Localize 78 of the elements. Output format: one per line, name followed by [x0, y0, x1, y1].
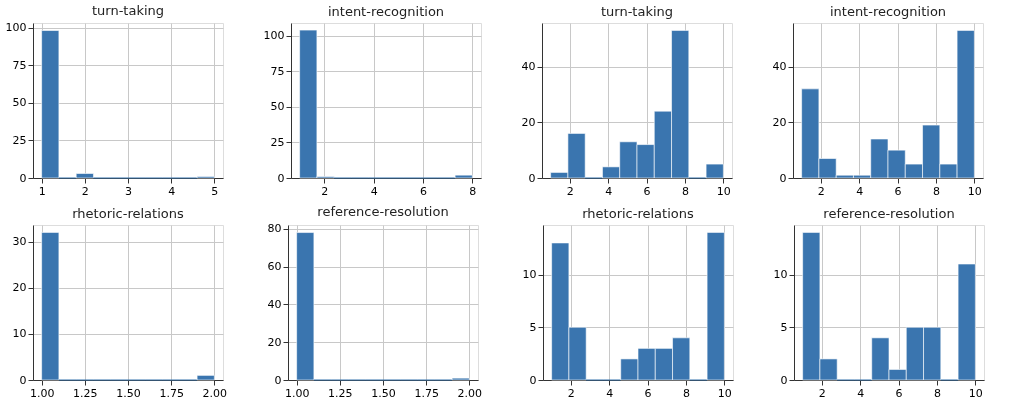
chart-title: turn-taking	[600, 4, 674, 19]
chart-title: turn-taking	[91, 2, 165, 18]
x-tick-label: 6	[895, 386, 903, 400]
y-tick-label: 0	[277, 171, 285, 185]
y-tick-label: 0	[528, 171, 536, 185]
x-tick-label: 1	[38, 184, 46, 198]
chart-title: reference-resolution	[317, 203, 449, 219]
chart-title: intent-recognition	[327, 4, 445, 19]
y-tick-label: 40	[772, 60, 787, 74]
y-tick-label: 5	[529, 320, 537, 334]
x-tick-label: 2	[321, 184, 329, 198]
x-tick-label: 2	[817, 184, 825, 198]
x-tick-label: 2	[81, 184, 89, 198]
y-tick-label: 10	[12, 327, 27, 341]
x-tick-label: 6	[643, 184, 651, 198]
chart-title: rhetoric-relations	[582, 206, 694, 221]
x-tick-label: 4	[370, 184, 378, 198]
y-tick-label: 20	[12, 281, 27, 295]
x-tick-label: 6	[894, 184, 902, 198]
x-tick-label: 10	[717, 386, 732, 400]
x-tick-label: 4	[606, 386, 614, 400]
x-tick-label: 4	[605, 184, 613, 198]
y-tick-label: 30	[12, 235, 27, 249]
x-tick-label: 1.50	[371, 386, 396, 400]
x-tick-label: 10	[968, 386, 983, 400]
x-tick-label: 4	[857, 386, 865, 400]
x-tick-label: 8	[933, 386, 941, 400]
y-tick-label: 100	[263, 29, 285, 43]
x-tick-label: 8	[682, 386, 690, 400]
x-tick-label: 4	[856, 184, 864, 198]
x-tick-label: 2	[818, 386, 826, 400]
y-tick-label: 0	[19, 373, 27, 387]
chart-title: rhetoric-relations	[72, 206, 184, 221]
x-tick-label: 1.25	[73, 386, 98, 400]
x-tick-label: 1.00	[284, 386, 310, 400]
x-tick-label: 2.00	[202, 386, 228, 400]
x-tick-label: 6	[644, 386, 652, 400]
y-tick-label: 5	[780, 320, 788, 334]
x-tick-label: 4	[168, 184, 176, 198]
y-tick-label: 10	[522, 268, 537, 282]
x-tick-label: 1.00	[29, 386, 55, 400]
x-tick-label: 1.75	[414, 386, 439, 400]
y-tick-label: 25	[12, 133, 27, 147]
chart-title: reference-resolution	[823, 206, 955, 221]
x-tick-label: 1.75	[159, 386, 184, 400]
y-tick-label: 0	[779, 171, 787, 185]
x-tick-label: 1.50	[116, 386, 141, 400]
y-tick-label: 0	[274, 373, 282, 387]
x-tick-label: 10	[967, 184, 982, 198]
y-tick-label: 40	[267, 297, 282, 311]
x-tick-label: 2.00	[457, 386, 483, 400]
y-tick-label: 50	[12, 96, 27, 110]
x-tick-label: 2	[566, 184, 574, 198]
x-tick-label: 2	[567, 386, 575, 400]
chart-title: intent-recognition	[829, 4, 947, 19]
y-tick-label: 80	[267, 222, 282, 236]
x-tick-label: 8	[932, 184, 940, 198]
y-tick-label: 20	[772, 115, 787, 129]
x-tick-label: 8	[681, 184, 689, 198]
y-tick-label: 50	[270, 100, 285, 114]
x-tick-label: 5	[211, 184, 219, 198]
x-tick-label: 1.25	[328, 386, 353, 400]
y-tick-label: 40	[521, 60, 536, 74]
x-tick-label: 8	[469, 184, 477, 198]
y-tick-label: 10	[773, 268, 788, 282]
y-tick-label: 100	[5, 21, 27, 35]
y-tick-label: 0	[19, 171, 27, 185]
x-tick-label: 10	[716, 184, 731, 198]
y-tick-label: 20	[521, 115, 536, 129]
y-tick-label: 20	[267, 335, 282, 349]
y-tick-label: 60	[267, 260, 282, 274]
y-tick-label: 0	[780, 373, 788, 387]
y-tick-label: 75	[12, 58, 27, 72]
x-tick-label: 6	[420, 184, 428, 198]
y-tick-label: 0	[529, 373, 537, 387]
x-tick-label: 3	[125, 184, 132, 198]
y-tick-label: 75	[270, 64, 285, 78]
y-tick-label: 25	[270, 135, 285, 149]
